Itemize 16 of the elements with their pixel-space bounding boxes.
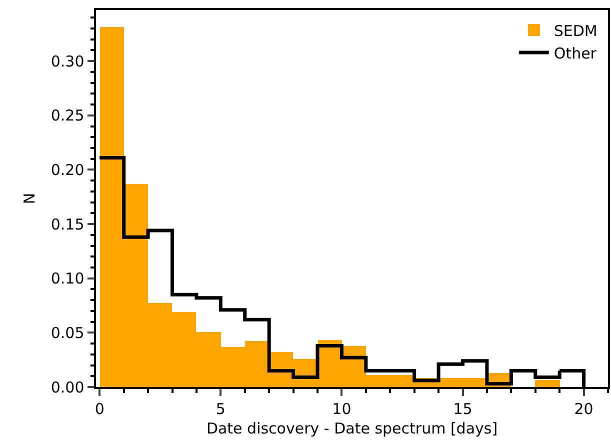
y-tick-label: 0.30 <box>50 52 84 70</box>
x-axis-title: Date discovery - Date spectrum [days] <box>206 419 498 438</box>
y-tick-label: 0.10 <box>50 270 84 288</box>
y-tick-label: 0.00 <box>50 378 84 396</box>
x-tick-label: 10 <box>332 400 352 418</box>
y-tick-label: 0.25 <box>50 106 84 125</box>
legend-label: Other <box>554 44 598 62</box>
y-tick-label: 0.20 <box>50 160 84 179</box>
x-tick-label: 5 <box>216 400 226 418</box>
x-tick-label: 0 <box>94 400 104 418</box>
x-tick-label: 20 <box>574 400 594 418</box>
legend-label: SEDM <box>554 22 598 40</box>
y-axis-title: N <box>20 192 39 204</box>
x-tick-label: 15 <box>453 400 472 418</box>
y-tick-label: 0.15 <box>50 215 84 234</box>
y-tick-label: 0.05 <box>50 324 84 342</box>
